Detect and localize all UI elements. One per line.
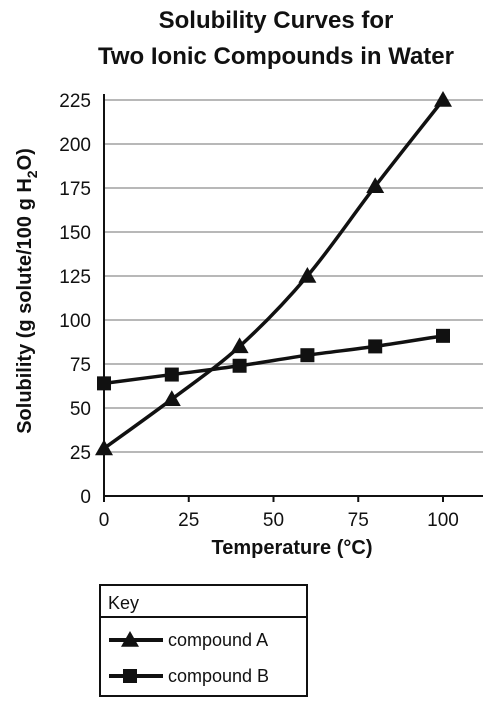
y-tick-label-75: 75 [70, 355, 91, 376]
legend-marker-compound-B [123, 669, 137, 683]
x-tick-label-50: 50 [263, 510, 284, 531]
y-tick-labels: 0 25 50 75 100 125 150 175 200 225 [59, 91, 91, 508]
y-tick-label-125: 125 [59, 267, 91, 288]
point-compound-A-100 [434, 91, 452, 107]
point-compound-A-60 [298, 267, 317, 283]
legend-item-compound-B: compound B [109, 666, 269, 686]
y-axis-label-end: O) [14, 148, 36, 170]
legend-item-compound-A: compound A [109, 630, 268, 650]
y-tick-label-50: 50 [70, 399, 91, 420]
point-compound-A-0 [95, 439, 113, 456]
y-tick-label-150: 150 [59, 223, 91, 244]
legend-title: Key [108, 593, 139, 613]
point-compound-B-20 [164, 367, 179, 382]
point-compound-B-80 [368, 339, 383, 354]
point-compound-B-0 [97, 376, 111, 391]
chart-title-line-1: Solubility Curves for [159, 7, 394, 34]
series [95, 91, 452, 456]
gridlines [104, 99, 483, 453]
legend-label-compound-B: compound B [168, 666, 269, 686]
y-tick-label-0: 0 [80, 487, 91, 508]
x-tick-label-75: 75 [348, 510, 369, 531]
y-tick-label-225: 225 [59, 91, 91, 112]
point-compound-A-20 [162, 390, 181, 406]
x-axis-label: Temperature (°C) [212, 537, 373, 559]
y-tick-label-100: 100 [59, 311, 91, 332]
series-compound-A [95, 91, 452, 456]
chart-title-line-2: Two Ionic Compounds in Water [98, 43, 454, 70]
y-tick-label-25: 25 [70, 443, 91, 464]
series-compound-B [97, 328, 450, 391]
point-compound-A-40 [230, 337, 249, 354]
y-tick-label-175: 175 [59, 179, 91, 200]
point-compound-B-60 [300, 348, 315, 363]
series-line-compound-A [102, 98, 445, 450]
x-tick-label-0: 0 [99, 510, 110, 531]
x-tick-label-100: 100 [427, 510, 459, 531]
legend-marker-compound-A [121, 631, 139, 647]
axes [103, 94, 483, 497]
series-line-compound-B [103, 334, 444, 386]
legend-label-compound-A: compound A [168, 630, 268, 650]
x-tick-label-25: 25 [178, 510, 199, 531]
point-compound-A-80 [366, 177, 385, 193]
legend-items: compound A compound B [109, 630, 269, 686]
point-compound-B-100 [436, 328, 450, 343]
legend: Key compound A compound B [99, 584, 308, 697]
y-axis-label: Solubility (g solute/100 g H2O) [14, 148, 40, 434]
y-axis-label-subscript: 2 [24, 170, 40, 178]
y-tick-label-200: 200 [59, 135, 91, 156]
point-compound-B-40 [232, 358, 247, 373]
y-axis-label-main: Solubility (g solute/100 g H [14, 178, 36, 434]
x-tick-labels: 0 25 50 75 100 [99, 496, 459, 531]
